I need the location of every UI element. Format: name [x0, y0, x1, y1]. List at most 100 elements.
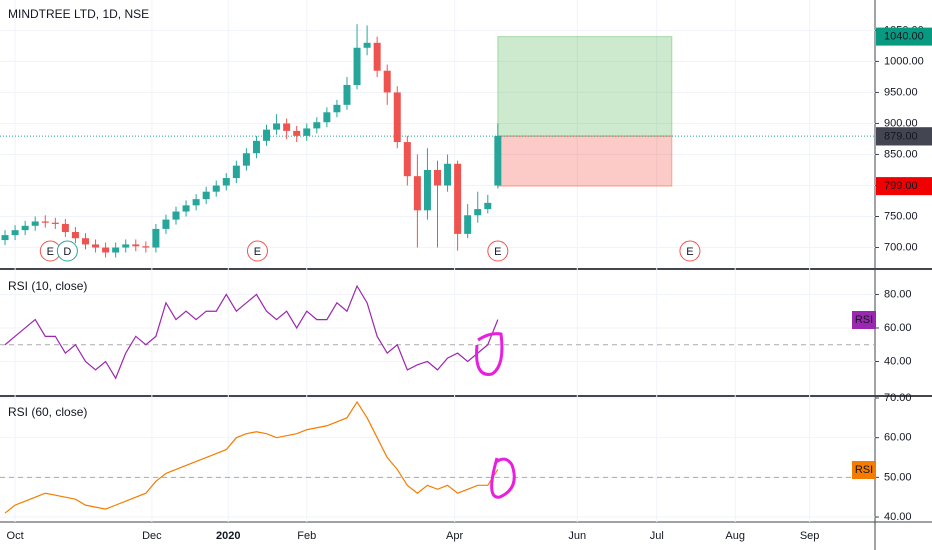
- x-tick-label: Jun: [568, 530, 586, 542]
- candle-body: [464, 215, 472, 234]
- candle-body: [353, 47, 361, 85]
- event-marker: [246, 240, 268, 262]
- candle-body: [323, 112, 331, 123]
- candle-body: [1, 235, 9, 241]
- y-tick-label: 950.00: [884, 86, 918, 98]
- event-marker: [487, 240, 509, 262]
- candle-body: [403, 142, 411, 177]
- x-tick-label: 2020: [216, 530, 240, 542]
- candle-body: [373, 42, 381, 71]
- candle-body: [252, 140, 260, 154]
- candle-body: [494, 135, 502, 186]
- candle-body: [273, 123, 281, 130]
- candle-body: [474, 209, 482, 216]
- candle-body: [142, 246, 150, 248]
- x-tick-label: Aug: [725, 530, 745, 542]
- y-tick-label: 40.00: [884, 355, 912, 367]
- y-tick-label: 850.00: [884, 148, 918, 160]
- x-tick-label: Feb: [297, 530, 316, 542]
- price-label: 879.00: [884, 130, 918, 142]
- y-tick-label: 80.00: [884, 288, 912, 300]
- price-label: 799.00: [884, 180, 918, 192]
- y-tick-label: 750.00: [884, 210, 918, 222]
- candle-body: [122, 244, 130, 248]
- event-marker: [679, 240, 701, 262]
- candle-body: [423, 169, 431, 211]
- candle-body: [434, 169, 441, 186]
- stop-zone: [497, 135, 673, 187]
- event-label: E: [47, 246, 54, 258]
- y-tick-label: 700.00: [884, 241, 918, 253]
- candle-body: [31, 221, 39, 226]
- event-label: D: [63, 246, 71, 258]
- candle-body: [112, 247, 120, 253]
- y-tick-label: 40.00: [884, 511, 912, 523]
- annotation-circle: [490, 457, 516, 499]
- legend-label: RSI: [855, 464, 873, 476]
- y-tick-label: 900.00: [884, 117, 918, 129]
- candle-body: [283, 123, 291, 131]
- candle-body: [61, 223, 69, 233]
- candle-body: [192, 199, 200, 206]
- legend-label: RSI: [855, 314, 873, 326]
- candle-body: [11, 230, 19, 236]
- pane-title: RSI (10, close): [8, 279, 87, 293]
- candle-body: [182, 205, 190, 212]
- x-tick-label: Sep: [800, 530, 820, 542]
- candle-body: [393, 92, 401, 143]
- candle-body: [222, 178, 230, 186]
- chart-title: MINDTREE LTD, 1D, NSE: [8, 7, 149, 21]
- candle-body: [21, 225, 29, 231]
- candle-body: [454, 163, 462, 234]
- x-tick-label: Apr: [446, 530, 463, 542]
- candle-body: [212, 185, 220, 192]
- candle-body: [293, 130, 301, 136]
- y-tick-label: 50.00: [884, 471, 912, 483]
- target-zone: [497, 36, 673, 137]
- candle-body: [41, 221, 49, 223]
- event-label: E: [686, 246, 693, 258]
- rsi-line: [4, 400, 499, 514]
- candle-body: [242, 153, 250, 166]
- price-label-box: [876, 127, 932, 146]
- legend-box: [852, 461, 876, 479]
- y-tick-label: 70.00: [884, 392, 912, 404]
- candle-body: [313, 122, 321, 129]
- candle-body: [152, 228, 160, 248]
- pane-title: RSI (60, close): [8, 405, 87, 419]
- candle-body: [333, 104, 341, 113]
- event-marker: [56, 240, 78, 262]
- y-tick-label: 1000.00: [884, 55, 924, 67]
- candle-body: [102, 247, 110, 253]
- candle-body: [92, 244, 100, 248]
- y-tick-label: 60.00: [884, 322, 912, 334]
- candle-body: [343, 84, 351, 105]
- price-label-box: [876, 177, 932, 196]
- price-label: 1040.00: [884, 31, 924, 43]
- candle-body: [71, 232, 79, 239]
- y-tick-label: 60.00: [884, 432, 912, 444]
- event-label: E: [254, 246, 261, 258]
- candle-body: [232, 165, 240, 179]
- candle-body: [444, 163, 452, 186]
- candle-body: [263, 129, 271, 141]
- event-label: E: [494, 246, 501, 258]
- candle-body: [51, 222, 59, 224]
- candle-body: [413, 176, 421, 211]
- rsi-line: [4, 284, 499, 380]
- price-label-box: [876, 27, 932, 46]
- x-tick-label: Oct: [7, 530, 24, 542]
- x-tick-label: Dec: [142, 530, 162, 542]
- candle-body: [132, 244, 140, 247]
- candle-body: [383, 70, 391, 93]
- candle-body: [81, 238, 89, 245]
- candle-body: [162, 219, 170, 229]
- legend-box: [852, 311, 876, 329]
- annotation-circle: [475, 332, 504, 376]
- candle-body: [484, 202, 492, 210]
- candle-body: [172, 211, 180, 220]
- candle-body: [202, 191, 210, 200]
